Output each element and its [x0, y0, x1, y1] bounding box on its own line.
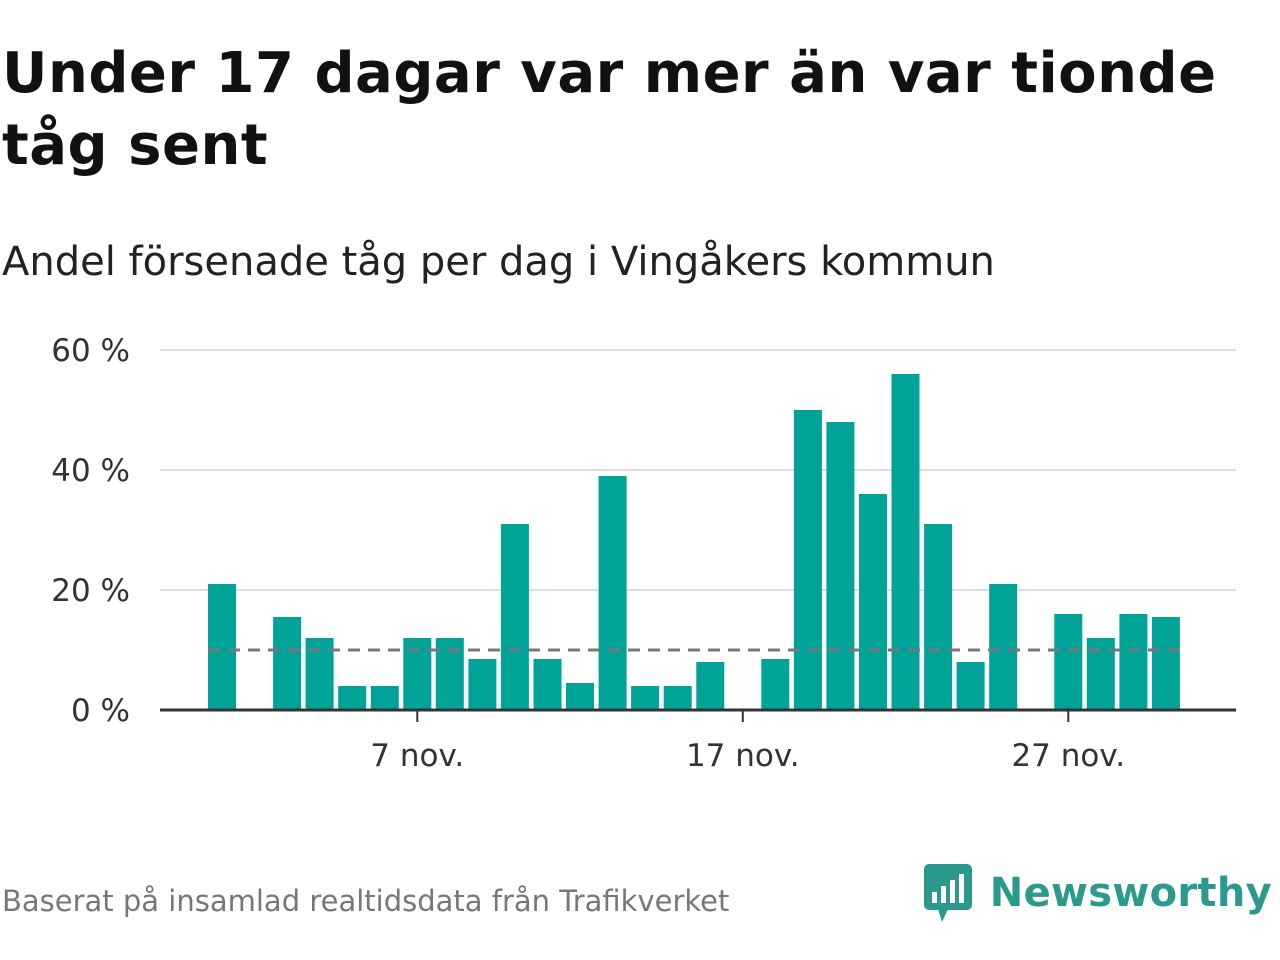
bar: [924, 524, 953, 710]
y-tick-label: 40 %: [51, 453, 130, 489]
brand-name: Newsworthy: [989, 870, 1272, 916]
bar: [663, 686, 692, 710]
bar: [1151, 617, 1180, 710]
bar: [826, 422, 855, 710]
gridlines: [160, 349, 1236, 591]
x-tick-label: 7 nov.: [370, 738, 464, 774]
bar: [566, 683, 594, 710]
newsworthy-logo-icon: [923, 864, 972, 922]
bar: [533, 659, 562, 710]
source-note: Baserat på insamlad realtidsdata från Tr…: [2, 884, 730, 918]
bar: [500, 524, 529, 710]
bar: [208, 584, 236, 710]
bar: [696, 662, 725, 710]
bar: [468, 659, 497, 710]
bar: [989, 584, 1018, 710]
bar: [338, 686, 367, 710]
x-tick-label: 27 nov.: [1011, 738, 1125, 774]
bars: [208, 374, 1180, 710]
bar: [1119, 614, 1148, 710]
bar: [370, 686, 399, 710]
chart-title: Under 17 dagar var mer än var tionde tåg…: [2, 41, 1217, 178]
y-tick-label: 60 %: [51, 333, 130, 369]
y-axis-tick-labels: 0 % 20 % 40 % 60 %: [51, 333, 130, 729]
bar: [761, 659, 790, 710]
x-tick-label: 17 nov.: [686, 738, 800, 774]
chart-subtitle: Andel försenade tåg per dag i Vingåkers …: [2, 239, 995, 285]
y-tick-label: 20 %: [51, 573, 130, 609]
bar: [793, 410, 822, 710]
bar-chart: 0 % 20 % 40 % 60 % 7 nov. 17 nov. 27 nov.: [51, 333, 1236, 774]
bar: [631, 686, 660, 710]
x-axis-tick-labels: 7 nov. 17 nov. 27 nov.: [370, 710, 1125, 774]
brand-logo: Newsworthy: [922, 862, 1272, 924]
bar: [1054, 614, 1083, 710]
y-tick-label: 0 %: [71, 693, 130, 729]
bar: [956, 662, 985, 710]
bar: [859, 494, 887, 710]
bar: [891, 374, 920, 710]
bar: [273, 617, 302, 710]
bar: [598, 476, 627, 710]
